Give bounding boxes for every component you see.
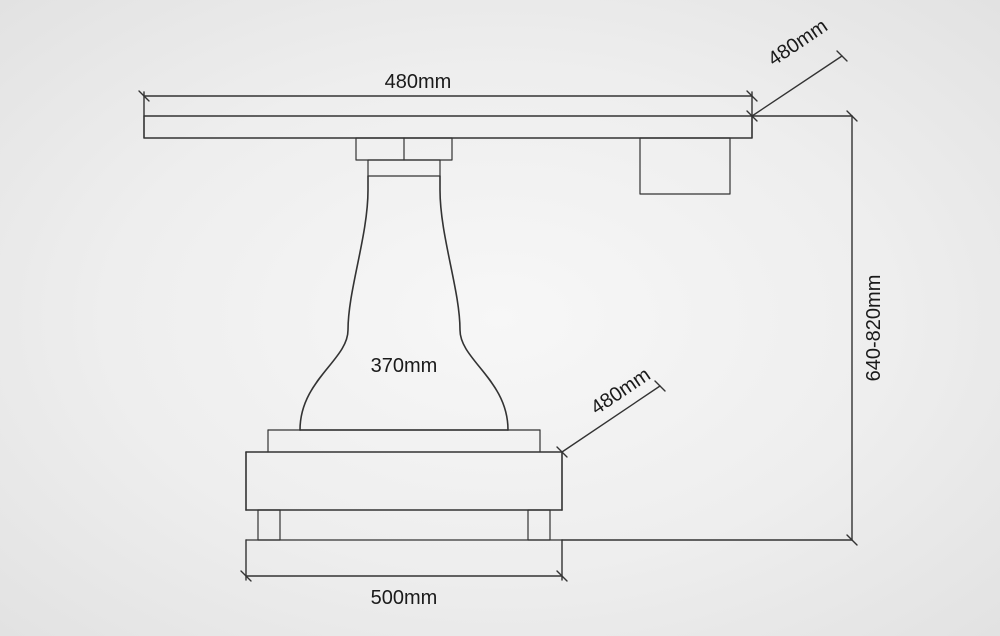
dim-label-height_range: 640-820mm	[863, 275, 885, 382]
dim-label-column: 370mm	[371, 355, 438, 377]
dim-label-base_depth: 480mm	[587, 364, 655, 420]
dim-label-top_width: 480mm	[385, 71, 452, 93]
dim-label-base_width: 500mm	[371, 587, 438, 609]
dimension-diagram: 480mm 480mm 370mm 500mm 480mm 640-820mm	[0, 0, 1000, 636]
dim-label-top_depth: 480mm	[764, 15, 832, 71]
